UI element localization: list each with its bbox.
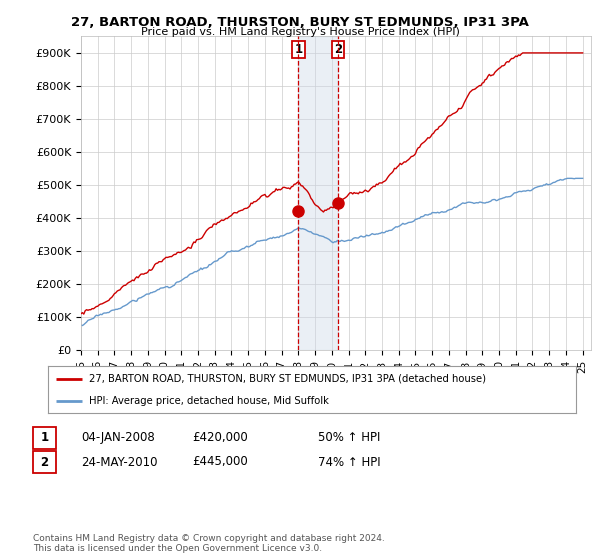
Text: 04-JAN-2008: 04-JAN-2008 [81, 431, 155, 445]
Text: Contains HM Land Registry data © Crown copyright and database right 2024.
This d: Contains HM Land Registry data © Crown c… [33, 534, 385, 553]
Text: 1: 1 [40, 431, 49, 445]
Text: 2: 2 [334, 43, 342, 55]
Text: 74% ↑ HPI: 74% ↑ HPI [318, 455, 380, 469]
Text: 1: 1 [295, 43, 302, 55]
Text: 50% ↑ HPI: 50% ↑ HPI [318, 431, 380, 445]
Text: HPI: Average price, detached house, Mid Suffolk: HPI: Average price, detached house, Mid … [89, 396, 329, 407]
Text: £445,000: £445,000 [192, 455, 248, 469]
Text: Price paid vs. HM Land Registry's House Price Index (HPI): Price paid vs. HM Land Registry's House … [140, 27, 460, 37]
Text: 27, BARTON ROAD, THURSTON, BURY ST EDMUNDS, IP31 3PA (detached house): 27, BARTON ROAD, THURSTON, BURY ST EDMUN… [89, 374, 486, 384]
Bar [298, 36, 338, 350]
Text: 27, BARTON ROAD, THURSTON, BURY ST EDMUNDS, IP31 3PA: 27, BARTON ROAD, THURSTON, BURY ST EDMUN… [71, 16, 529, 29]
Text: 2: 2 [40, 455, 49, 469]
Text: 24-MAY-2010: 24-MAY-2010 [81, 455, 157, 469]
Text: £420,000: £420,000 [192, 431, 248, 445]
